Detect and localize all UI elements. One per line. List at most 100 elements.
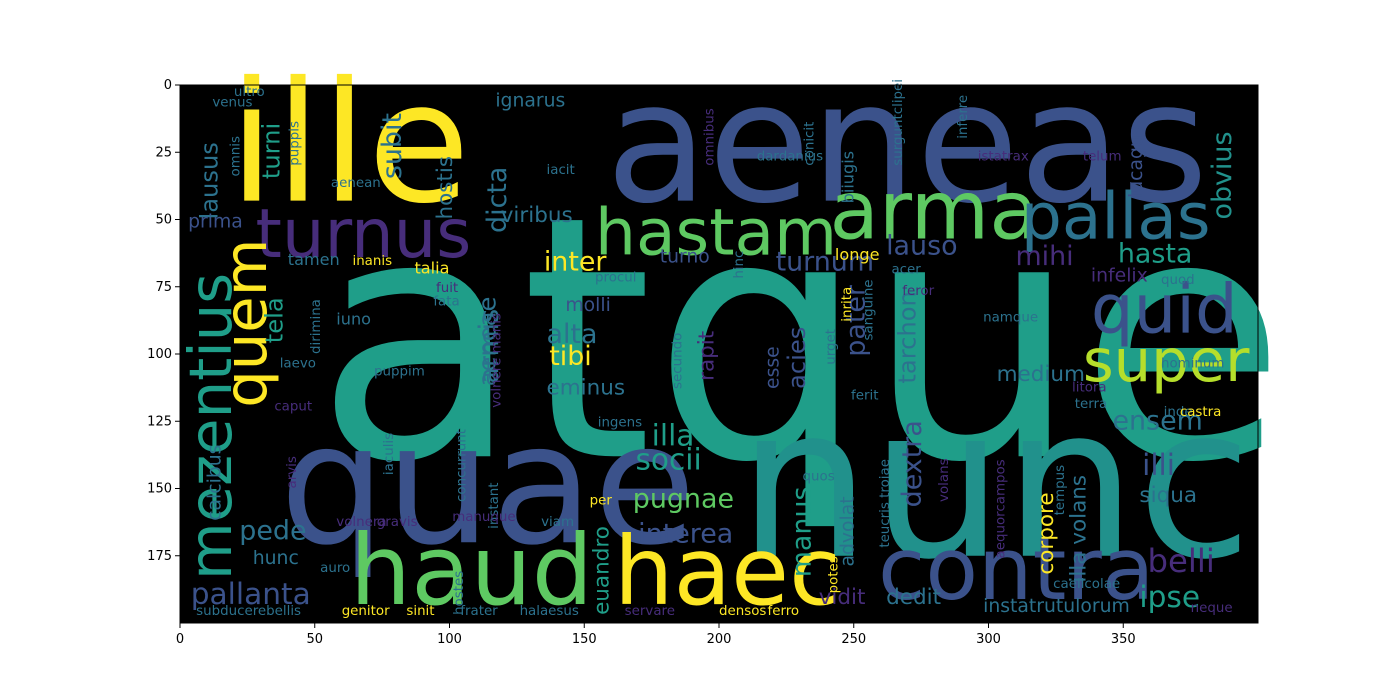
word-hunc: hunc xyxy=(253,548,299,569)
word-ingens: ingens xyxy=(598,416,642,431)
word-turnum: turnum xyxy=(776,247,874,278)
word-pater: pater xyxy=(841,284,872,357)
y-tick-label: 175 xyxy=(147,549,172,564)
word-urget: urget xyxy=(824,329,839,365)
word-venus: venus xyxy=(212,96,252,111)
word-illa-volans: illa volans xyxy=(1067,475,1092,583)
word-instatrutulorum: instatrutulorum xyxy=(983,596,1130,617)
word-inanis: inanis xyxy=(352,254,392,269)
y-tick-label: 0 xyxy=(164,78,172,93)
word-turnus: turnus xyxy=(255,195,471,273)
word-aequorcampos: aequorcampos xyxy=(994,459,1009,558)
y-axis: 0 25 50 75 100 125 150 175 xyxy=(147,78,180,564)
word-volnere-manis: volnere manis xyxy=(490,313,505,408)
word-inferre: inferre xyxy=(956,95,971,139)
word-puppis: puppis xyxy=(288,121,303,166)
y-tick-label: 100 xyxy=(147,347,172,362)
word-hastam: hastam xyxy=(595,195,837,270)
word-mihi: mihi xyxy=(1015,241,1073,272)
word-caelicolae: caelicolae xyxy=(1053,577,1120,592)
word-volans: volans xyxy=(937,458,952,502)
word-inrita: inrita xyxy=(840,287,855,322)
word-caput: caput xyxy=(274,399,312,414)
word-laevo: laevo xyxy=(280,356,316,371)
x-tick-label: 300 xyxy=(976,632,1001,647)
word-alta: alta xyxy=(547,319,598,350)
word-tela: tela xyxy=(260,297,288,343)
word-litora: litora xyxy=(1072,381,1107,396)
word-acer: acer xyxy=(891,262,921,277)
word-quod: quod xyxy=(1161,273,1195,288)
word-fuit: fuit xyxy=(436,281,458,296)
word-turno: turno xyxy=(660,247,710,268)
y-tick-label: 25 xyxy=(155,145,172,160)
word-turni: turni xyxy=(258,123,286,179)
word-lauso: lauso xyxy=(886,230,957,261)
word-interea: interea xyxy=(638,518,733,549)
y-tick-label: 50 xyxy=(155,213,172,228)
word-quae: quae xyxy=(280,388,696,582)
y-tick-label: 125 xyxy=(147,414,172,429)
word-volnera: volnera xyxy=(336,515,386,530)
word-hinc: hinc xyxy=(732,251,747,279)
word-hasta: hasta xyxy=(1118,239,1193,270)
word-servare: servare xyxy=(625,604,675,619)
word-hostes: hostes xyxy=(452,571,467,615)
word-talia: talia xyxy=(414,258,449,277)
word-puppim: puppim xyxy=(374,365,425,380)
word-iuno: iuno xyxy=(336,309,371,328)
x-tick-label: 200 xyxy=(707,632,732,647)
word-rapit: rapit xyxy=(695,331,720,381)
word-secundo: secundo xyxy=(670,333,685,389)
word-vidit: vidit xyxy=(819,585,866,610)
word-surguntclipei: surguntclipei xyxy=(891,79,906,166)
word-subducerebellis: subducerebellis xyxy=(196,604,301,619)
word-mezentius: mezentius xyxy=(176,273,245,580)
word-sanguine: sanguine xyxy=(862,279,877,340)
word-sinit: sinit xyxy=(406,604,434,619)
word-tempus: tempus xyxy=(1053,465,1068,516)
word-instant: instant xyxy=(487,482,502,528)
word-illi: illi xyxy=(1142,448,1175,482)
word-prima: prima xyxy=(188,212,243,233)
word-ferit: ferit xyxy=(851,389,878,404)
word-ultro: ultro xyxy=(234,85,265,100)
word-calcibus: calcibus xyxy=(204,445,225,521)
word-pallanta: pallanta xyxy=(191,577,311,611)
word-viam: viam xyxy=(541,515,574,530)
word-tibi: tibi xyxy=(549,341,592,372)
word-viribus: viribus xyxy=(501,203,573,228)
word-hominum: hominum xyxy=(1161,356,1224,371)
x-tick-label: 0 xyxy=(176,632,184,647)
word-gravis: gravis xyxy=(377,515,418,530)
word-advolat: advolat xyxy=(838,496,859,566)
word-genitor: genitor xyxy=(342,604,390,619)
word-biiugis: biiugis xyxy=(839,151,858,203)
word-ensem: ensem xyxy=(1112,405,1202,436)
word-halaesus: halaesus xyxy=(520,604,579,619)
image-background xyxy=(180,85,1258,623)
word-acies: acies xyxy=(783,327,811,389)
word-aenean: aenean xyxy=(331,176,381,191)
word-euandro: euandro xyxy=(590,526,615,615)
x-axis: 0 50 100 150 200 250 300 350 xyxy=(176,623,1136,647)
word-omnis: omnis xyxy=(228,136,243,176)
word-auro: auro xyxy=(320,561,350,576)
word-ignarus: ignarus xyxy=(495,91,565,112)
word-potes: potes xyxy=(827,556,842,593)
word-inter: inter xyxy=(544,247,608,278)
word-quid: quid xyxy=(1091,270,1238,348)
word-densos: densos xyxy=(719,604,766,619)
word-arvis: arvis xyxy=(285,456,300,488)
word-hostis: hostis xyxy=(433,156,458,220)
word-feror: feror xyxy=(902,284,934,299)
word-per: per xyxy=(590,494,613,509)
word-omnibus: omnibus xyxy=(703,108,718,165)
x-tick-label: 350 xyxy=(1111,632,1136,647)
x-tick-label: 150 xyxy=(572,632,597,647)
word-haud: haud xyxy=(350,514,593,627)
word-obvius: obvius xyxy=(1207,132,1238,220)
word-aeneae: aeneae xyxy=(473,297,501,387)
word-frater: frater xyxy=(460,604,498,619)
